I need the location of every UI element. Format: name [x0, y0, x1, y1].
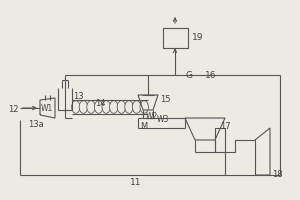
Text: G: G	[185, 71, 192, 80]
Text: 18: 18	[272, 170, 283, 179]
Text: 19: 19	[192, 33, 203, 42]
Ellipse shape	[125, 101, 133, 113]
Text: 13: 13	[73, 92, 84, 101]
Text: 16: 16	[205, 71, 217, 80]
Ellipse shape	[132, 101, 141, 113]
Text: W2: W2	[146, 112, 158, 121]
Text: W1: W1	[41, 104, 53, 113]
Bar	[163, 28, 188, 48]
Text: 17: 17	[220, 122, 231, 131]
Text: 14: 14	[95, 99, 106, 108]
Ellipse shape	[72, 101, 80, 113]
Text: M: M	[140, 122, 147, 131]
Ellipse shape	[94, 101, 103, 113]
Text: 13a: 13a	[28, 120, 44, 129]
Text: 11: 11	[130, 178, 142, 187]
Text: 15: 15	[160, 95, 170, 104]
Ellipse shape	[140, 101, 148, 113]
Ellipse shape	[117, 101, 126, 113]
Text: W3: W3	[157, 115, 169, 124]
Ellipse shape	[110, 101, 118, 113]
Ellipse shape	[79, 101, 88, 113]
Text: 12: 12	[8, 105, 19, 114]
Ellipse shape	[87, 101, 95, 113]
Ellipse shape	[102, 101, 110, 113]
